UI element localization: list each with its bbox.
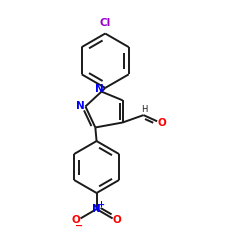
Text: N: N: [76, 102, 84, 112]
Text: N: N: [95, 84, 104, 94]
Text: Cl: Cl: [100, 18, 111, 28]
Text: N: N: [92, 204, 101, 214]
Text: −: −: [75, 220, 83, 230]
Text: +: +: [98, 200, 104, 209]
Text: O: O: [72, 216, 80, 226]
Text: O: O: [113, 216, 122, 226]
Text: H: H: [142, 105, 148, 114]
Text: O: O: [157, 118, 166, 128]
